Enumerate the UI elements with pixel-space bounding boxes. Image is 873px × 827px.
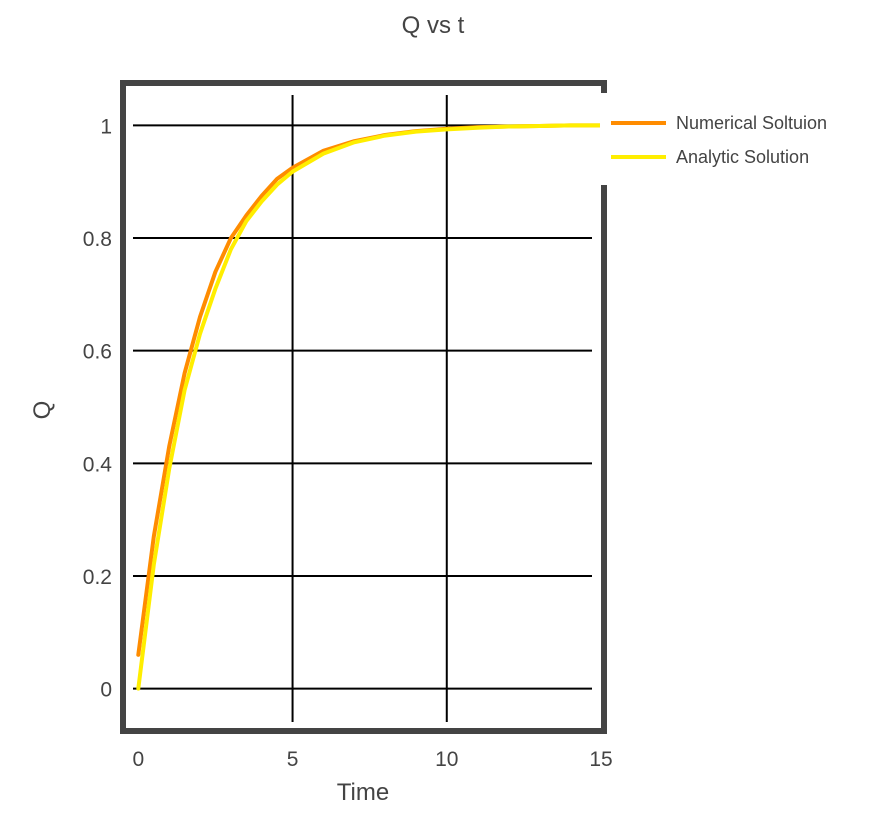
y-tick-label: 0.2	[83, 566, 112, 589]
grid	[133, 95, 592, 722]
legend-label: Analytic Solution	[676, 147, 809, 167]
x-tick-label: 0	[132, 748, 144, 771]
y-tick-labels: 0 0.2 0.4 0.6 0.8 1	[83, 115, 113, 701]
y-axis-title: Q	[29, 401, 56, 420]
x-tick-label: 10	[435, 748, 458, 771]
legend: Numerical Soltuion Analytic Solution	[600, 93, 870, 185]
y-tick-label: 1	[100, 115, 112, 138]
plot-frame	[120, 80, 607, 734]
x-axis-title: Time	[337, 779, 389, 806]
legend-background	[600, 93, 870, 185]
x-tick-label: 5	[287, 748, 299, 771]
chart-title: Q vs t	[402, 12, 465, 39]
y-tick-label: 0.6	[83, 341, 112, 364]
series-layer	[136, 123, 603, 691]
y-tick-label: 0.4	[83, 453, 113, 476]
x-tick-labels: 0 5 10 15	[132, 748, 612, 771]
legend-label: Numerical Soltuion	[676, 113, 827, 133]
series-line-analytic	[136, 123, 603, 691]
y-tick-label: 0.8	[83, 228, 112, 251]
x-tick-label: 15	[589, 748, 612, 771]
y-tick-label: 0	[100, 679, 112, 702]
